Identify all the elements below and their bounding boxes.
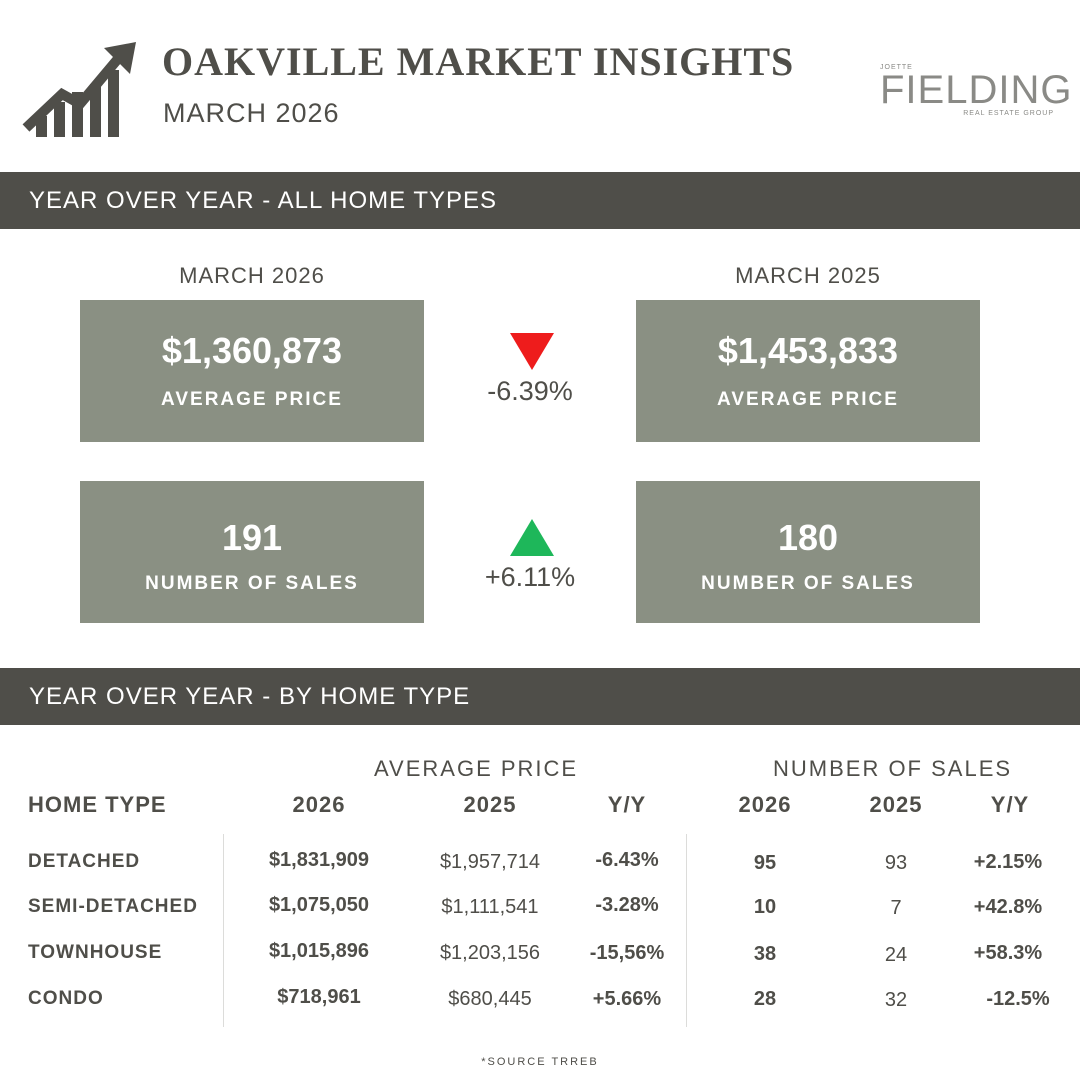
average-price-label: AVERAGE PRICE (161, 389, 343, 410)
down-arrow-icon (510, 333, 554, 370)
previous-sales-count: 180 (777, 517, 839, 558)
brand-name: FIELDING (880, 68, 1073, 112)
sales-change: +6.11% (484, 562, 576, 592)
column-header-price-2026: 2026 (292, 792, 346, 817)
previous-period-label: MARCH 2025 (735, 263, 881, 288)
previous-sales-card: 180 NUMBER OF SALES (636, 481, 980, 623)
table-cell-price-2025: $680,445 (448, 988, 532, 1010)
brand-small-text: JOETTE (880, 64, 913, 71)
current-average-price: $1,360,873 (161, 330, 343, 371)
brand-logo: JOETTE FIELDING REAL ESTATE GROUP (878, 62, 1071, 122)
column-header-sales-2026: 2026 (738, 792, 792, 817)
table-row-type: SEMI-DETACHED (28, 896, 198, 917)
table-divider (223, 834, 224, 1027)
sales-label: NUMBER OF SALES (145, 573, 359, 594)
current-sales-count: 191 (221, 517, 283, 558)
column-header-sales-yy: Y/Y (990, 792, 1030, 817)
table-cell-sales-2026: 95 (753, 852, 777, 874)
table-cell-sales-yy: +58.3% (973, 942, 1043, 964)
table-cell-sales-yy: +2.15% (973, 851, 1043, 873)
table-cell-price-2025: $1,111,541 (441, 896, 539, 918)
price-change: -6.39% (487, 376, 573, 406)
table-cell-price-yy: +5.66% (592, 988, 662, 1010)
table-cell-price-2026: $1,831,909 (268, 849, 370, 871)
table-row-type: DETACHED (28, 851, 141, 872)
rising-chart-icon (22, 42, 136, 137)
table-cell-sales-2026: 38 (753, 943, 777, 965)
table-cell-price-yy: -6.43% (595, 849, 659, 871)
table-cell-sales-2025: 7 (890, 897, 902, 919)
table-divider (686, 834, 687, 1027)
table-row-type: CONDO (28, 988, 104, 1009)
average-price-group-header: AVERAGE PRICE (374, 756, 579, 781)
column-header-price-2025: 2025 (463, 792, 517, 817)
table-cell-price-2026: $1,075,050 (268, 894, 370, 916)
column-header-sales-2025: 2025 (869, 792, 923, 817)
page-subtitle: MARCH 2026 (163, 98, 340, 128)
table-cell-sales-yy: +42.8% (973, 896, 1043, 918)
table-cell-price-yy: -15,56% (589, 942, 665, 964)
up-arrow-icon (510, 519, 554, 556)
table-cell-price-2026: $1,015,896 (268, 940, 370, 962)
current-average-price-card: $1,360,873 AVERAGE PRICE (80, 300, 424, 442)
table-cell-sales-2026: 10 (753, 896, 777, 918)
previous-average-price: $1,453,833 (717, 330, 899, 371)
section-header-all-types: YEAR OVER YEAR - ALL HOME TYPES (0, 172, 1080, 229)
number-of-sales-group-header: NUMBER OF SALES (773, 756, 1013, 781)
brand-tagline: REAL ESTATE GROUP (963, 110, 1054, 117)
source-note: *SOURCE TRREB (481, 1056, 599, 1068)
table-row-type: TOWNHOUSE (28, 942, 163, 963)
page-title: OAKVILLE MARKET INSIGHTS (162, 39, 795, 84)
table-cell-price-yy: -3.28% (595, 894, 659, 916)
table-cell-sales-2026: 28 (753, 988, 777, 1010)
table-cell-sales-2025: 93 (884, 852, 908, 874)
table-cell-sales-yy: -12.5% (986, 988, 1050, 1010)
current-period-label: MARCH 2026 (179, 263, 325, 288)
table-cell-price-2025: $1,957,714 (439, 851, 541, 873)
column-header-home-type: HOME TYPE (28, 792, 167, 817)
table-cell-sales-2025: 24 (884, 944, 908, 966)
table-cell-price-2025: $1,203,156 (439, 942, 541, 964)
table-cell-price-2026: $718,961 (277, 986, 361, 1008)
sales-label: NUMBER OF SALES (701, 573, 915, 594)
current-sales-card: 191 NUMBER OF SALES (80, 481, 424, 623)
section-header-by-type: YEAR OVER YEAR - BY HOME TYPE (0, 668, 1080, 725)
table-cell-sales-2025: 32 (884, 989, 908, 1011)
column-header-price-yy: Y/Y (607, 792, 647, 817)
average-price-label: AVERAGE PRICE (717, 389, 899, 410)
previous-average-price-card: $1,453,833 AVERAGE PRICE (636, 300, 980, 442)
